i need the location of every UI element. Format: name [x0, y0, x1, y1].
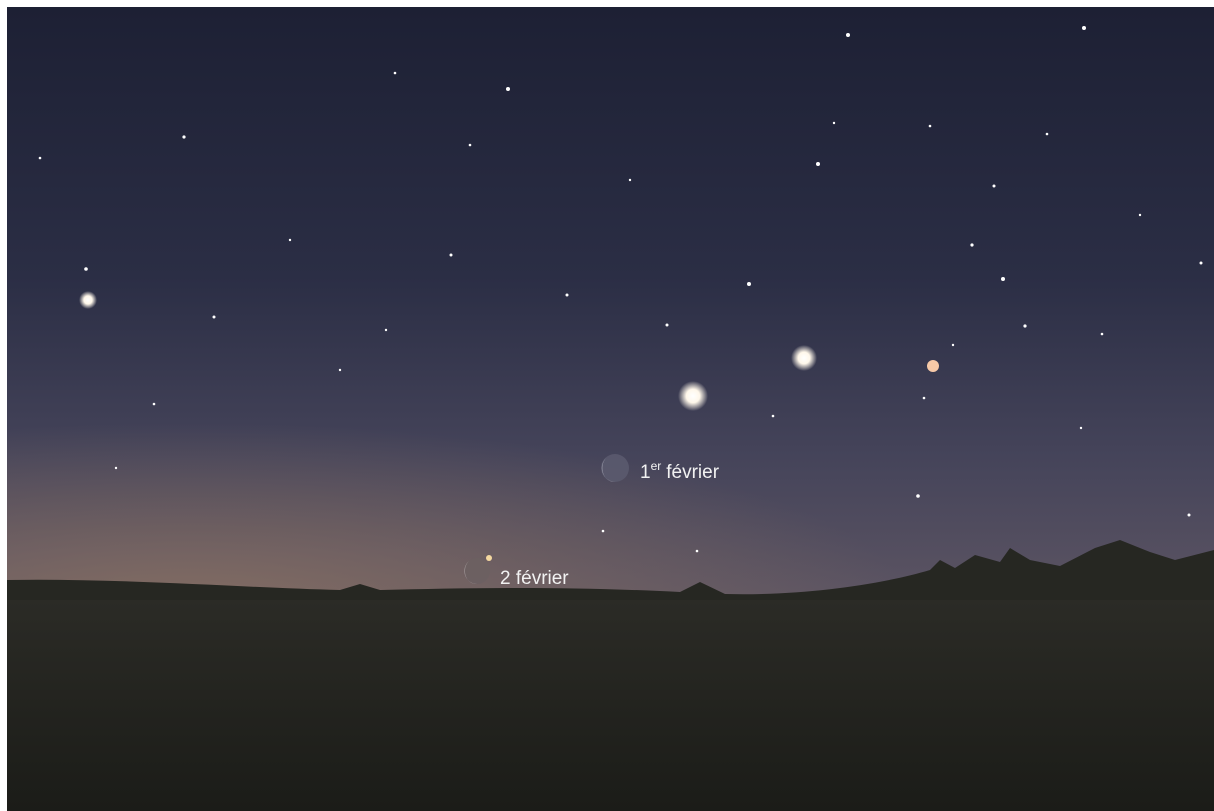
- moon-label: 2 février: [500, 568, 569, 589]
- sky-scene: 1er février 2 février: [0, 0, 1214, 811]
- sky: [7, 7, 1214, 607]
- ordinal-suffix: er: [651, 459, 662, 473]
- page: 1erfévrier 2 février (() => { const data…: [0, 0, 1214, 811]
- month: février: [666, 462, 719, 483]
- day: 1: [640, 462, 651, 483]
